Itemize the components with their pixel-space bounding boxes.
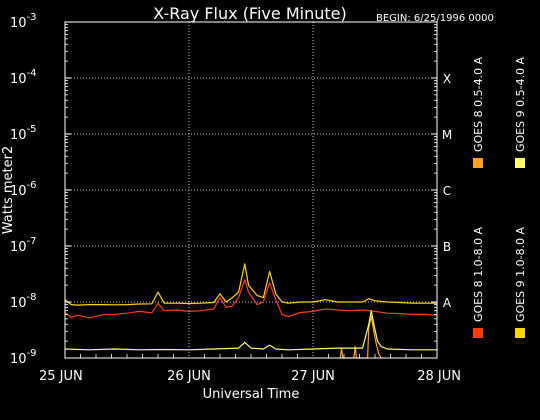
flare-class-label: X [443, 72, 451, 86]
begin-date-label: BEGIN: 6/25/1996 0000 [376, 13, 494, 24]
x-tick-label: 25 JUN [39, 369, 83, 384]
x-tick-label: 26 JUN [167, 369, 211, 384]
y-axis-label: Watts meter2 [1, 146, 16, 234]
series-line-3 [64, 263, 437, 306]
series-line-1 [64, 279, 438, 319]
y-tick-label: 10-3 [10, 12, 37, 31]
legend-label: GOES 9 1.0-8.0 A [514, 226, 527, 322]
legend-label: GOES 8 1.0-8.0 A [472, 226, 485, 322]
y-tick-label: 10-5 [10, 124, 37, 143]
legend-swatch [473, 158, 483, 168]
y-axis-ticks: 10-3 10-4 10-5 10-6 10-7 10-8 10-9 [10, 12, 437, 367]
y-tick-label: 10-4 [10, 68, 37, 87]
x-tick-label: 28 JUN [417, 369, 461, 384]
flare-class-label: A [443, 296, 452, 310]
legend-swatch [515, 158, 525, 168]
legend-label: GOES 8 0.5-4.0 A [472, 56, 485, 152]
legend: GOES 8 1.0-8.0 A GOES 8 0.5-4.0 A GOES 9 1… [472, 56, 527, 338]
x-tick-label: 27 JUN [291, 369, 335, 384]
flare-class-label: B [443, 240, 451, 254]
x-axis-label: Universal Time [203, 387, 300, 402]
flare-class-labels: X M C B A [442, 72, 452, 310]
y-tick-label: 10-6 [10, 180, 37, 199]
y-tick-label: 10-8 [10, 292, 37, 311]
grid-lines [65, 22, 437, 358]
y-tick-label: 10-9 [10, 348, 37, 367]
legend-swatch [515, 328, 525, 338]
flare-class-label: M [442, 128, 452, 142]
flare-class-label: C [443, 184, 451, 198]
legend-swatch [473, 328, 483, 338]
chart-title: X-Ray Flux (Five Minute) [153, 4, 346, 23]
series-line-4 [64, 310, 437, 351]
x-axis-ticks: 25 JUN 26 JUN 27 JUN 28 JUN [39, 354, 461, 384]
y-tick-label: 10-7 [10, 236, 37, 255]
legend-label: GOES 9 0.5-4.0 A [514, 56, 527, 152]
